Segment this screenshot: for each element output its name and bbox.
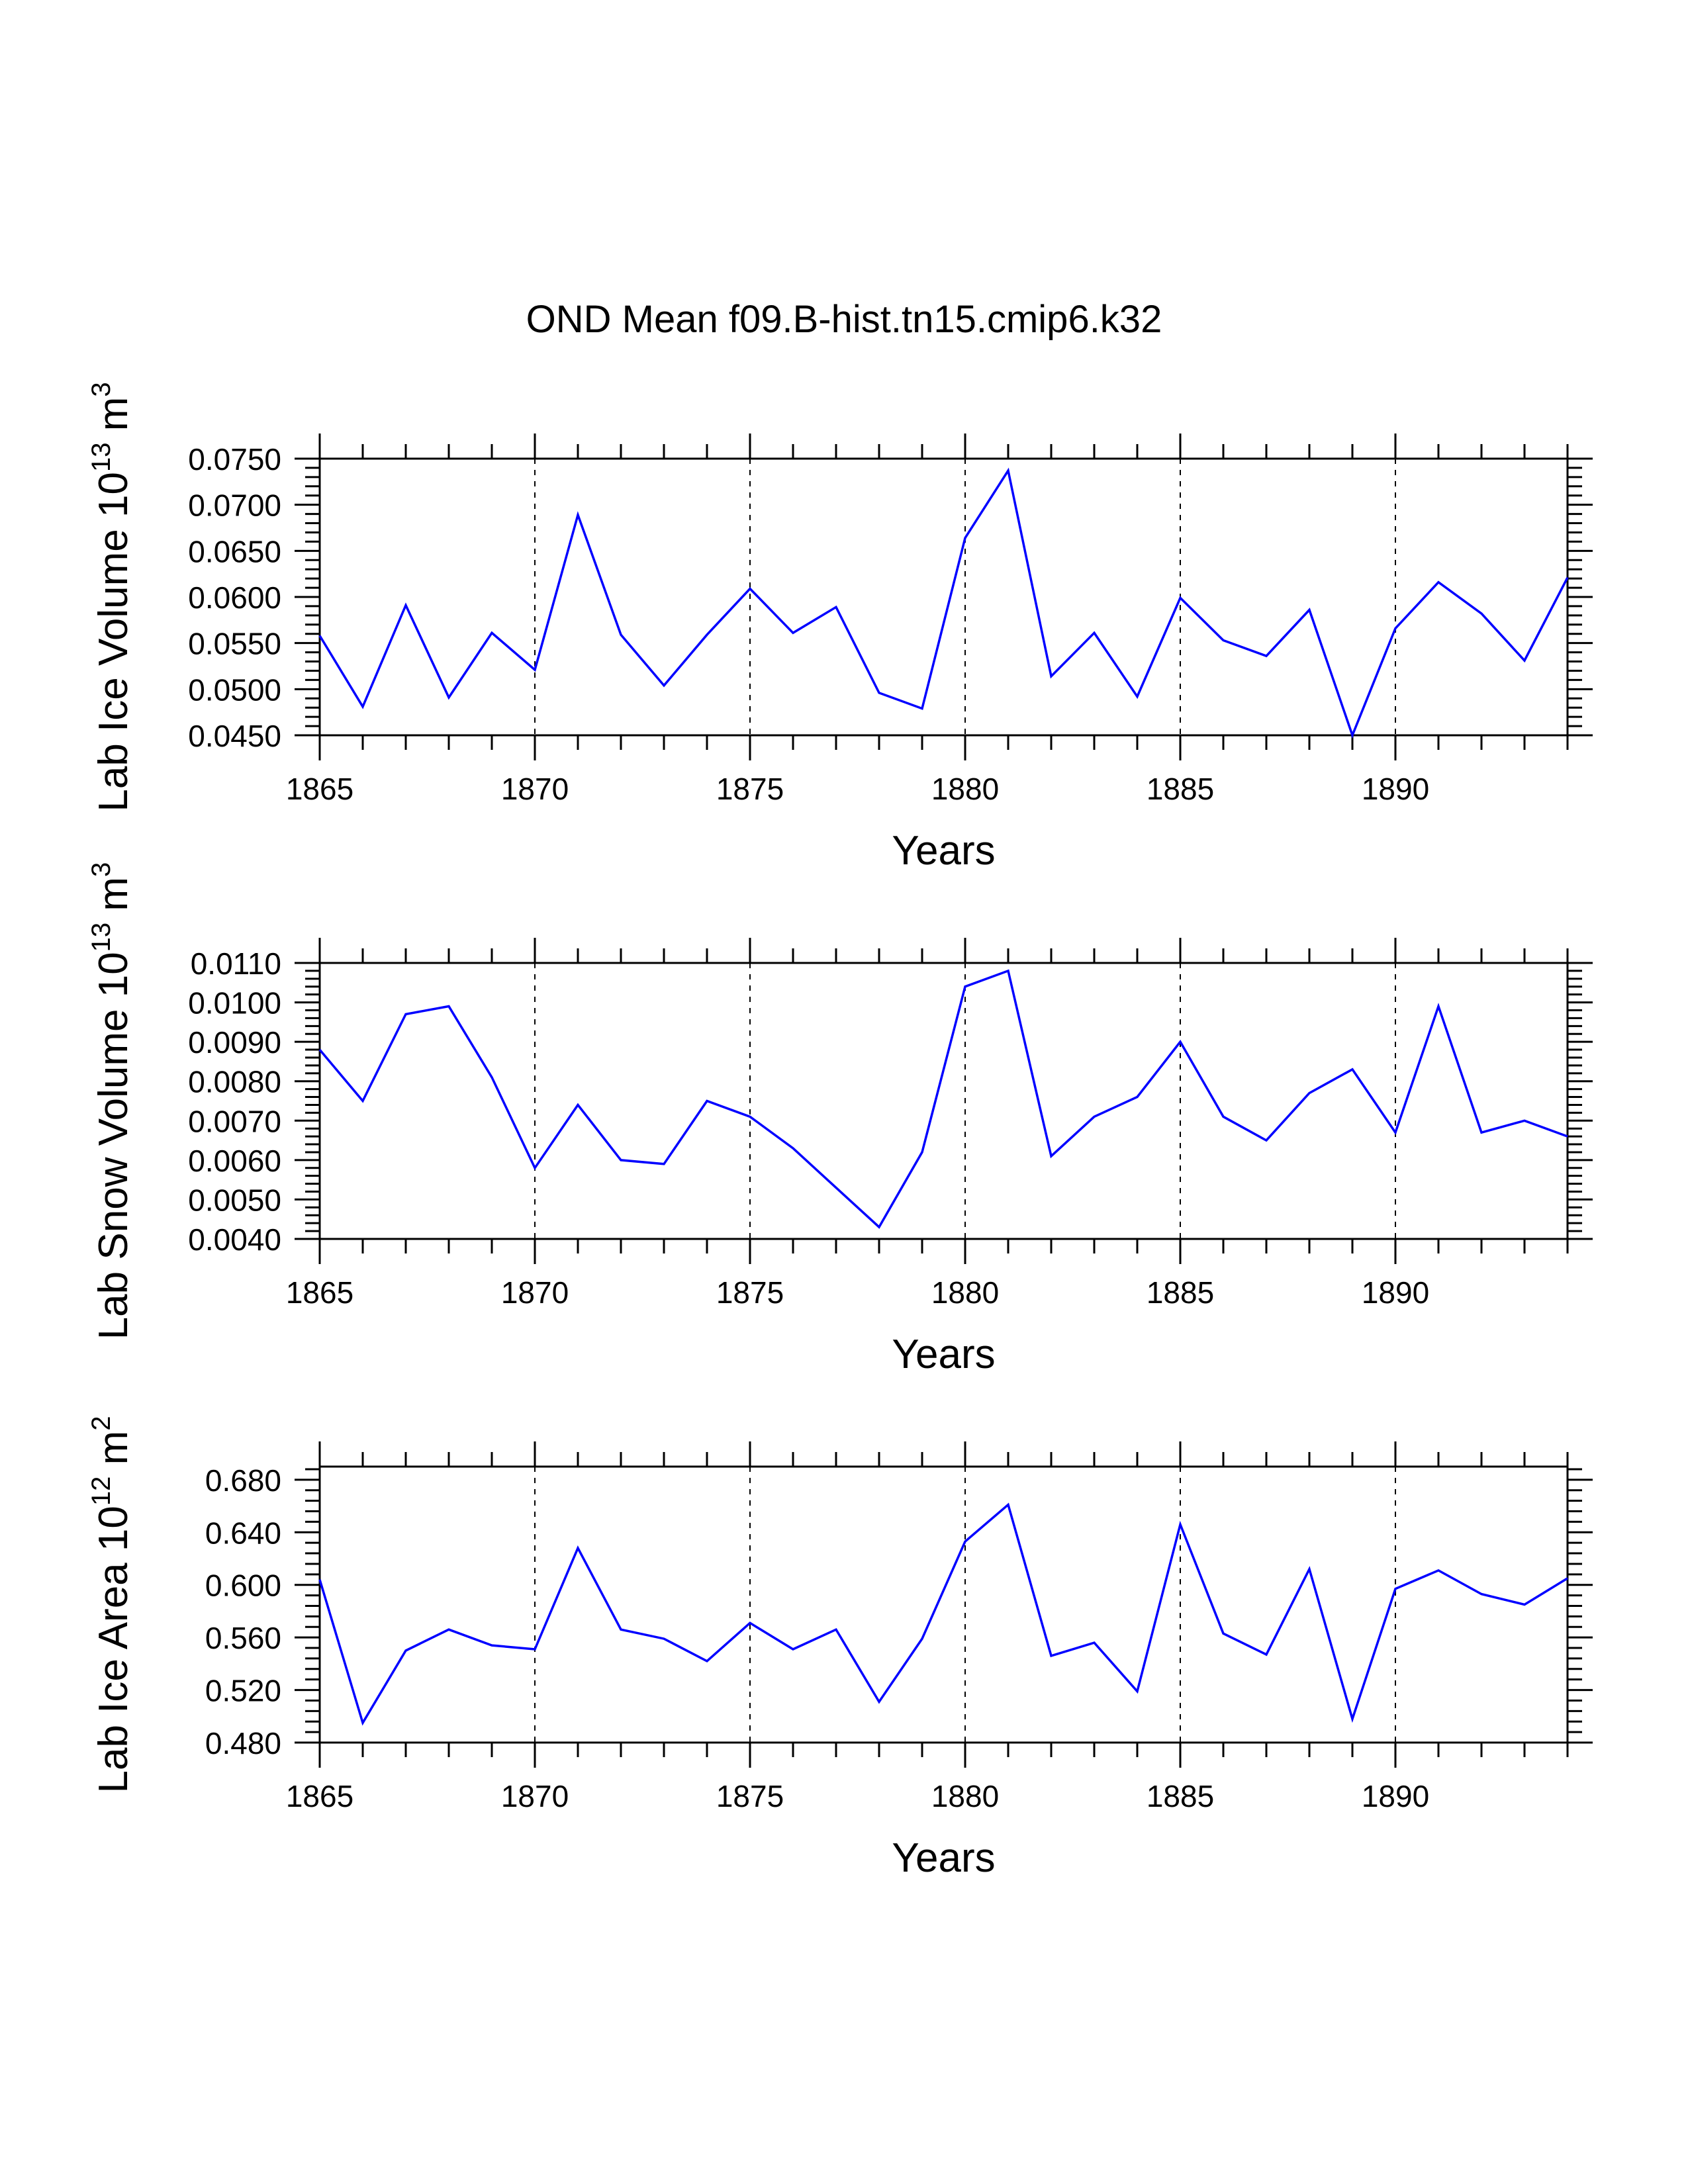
y-tick-label: 0.0750 bbox=[188, 442, 281, 477]
y-tick-label: 0.0650 bbox=[188, 534, 281, 569]
x-tick-label: 1890 bbox=[1362, 1275, 1429, 1310]
y-tick-label: 0.0100 bbox=[188, 986, 281, 1021]
x-tick-label: 1880 bbox=[931, 1275, 999, 1310]
y-tick-label: 0.600 bbox=[205, 1569, 281, 1603]
y-axis-label: Lab Ice Area 1012 m2 bbox=[87, 1416, 136, 1794]
y-axis-label-unit-exponent: 3 bbox=[87, 862, 116, 877]
y-tick-label: 0.0070 bbox=[188, 1104, 281, 1138]
y-tick-label: 0.0450 bbox=[188, 719, 281, 753]
y-tick-label: 0.0040 bbox=[188, 1222, 281, 1257]
x-tick-label: 1885 bbox=[1147, 1779, 1214, 1813]
x-axis-label: Years bbox=[892, 1332, 995, 1377]
y-axis-label-main: Lab Ice Area 10 bbox=[91, 1506, 136, 1793]
x-tick-label: 1870 bbox=[501, 772, 569, 806]
y-tick-label: 0.0550 bbox=[188, 627, 281, 661]
x-tick-label: 1865 bbox=[286, 1275, 353, 1310]
x-axis-label: Years bbox=[892, 828, 995, 874]
y-axis-label-exponent: 13 bbox=[87, 443, 116, 473]
series-line bbox=[318, 1502, 1568, 1726]
x-tick-label: 1875 bbox=[716, 1275, 784, 1310]
x-tick-label: 1865 bbox=[286, 772, 353, 806]
chart-panel-2: 0.0040 0.0050 0.0060 0.0070 0.0080 0.0090 0.01… bbox=[87, 862, 1593, 1377]
y-tick-label: 0.640 bbox=[205, 1516, 281, 1550]
y-tick-label: 0.0060 bbox=[188, 1144, 281, 1178]
x-tick-label: 1890 bbox=[1362, 1779, 1429, 1813]
y-tick-label: 0.0500 bbox=[188, 672, 281, 707]
y-axis-label-unit: m bbox=[91, 397, 136, 443]
y-tick-label: 0.560 bbox=[205, 1621, 281, 1655]
x-tick-label: 1875 bbox=[716, 1779, 784, 1813]
y-axis-label-main: Lab Ice Volume 10 bbox=[91, 472, 136, 812]
plot-frame bbox=[318, 457, 1569, 737]
y-tick-label: 0.0080 bbox=[188, 1065, 281, 1099]
y-axis-label-unit: m bbox=[91, 1431, 136, 1477]
chart-panel-3: 0.480 0.520 0.560 0.600 0.640 0.680 1865 1870 18… bbox=[87, 1416, 1593, 1881]
y-axis-label-main: Lab Snow Volume 10 bbox=[91, 952, 136, 1340]
y-axis-label-exponent: 13 bbox=[87, 923, 116, 952]
plot-frame bbox=[318, 962, 1569, 1240]
x-tick-label: 1865 bbox=[286, 1779, 353, 1813]
y-axis-label-exponent: 12 bbox=[87, 1477, 116, 1506]
y-axis-label: Lab Ice Volume 1013 m3 bbox=[87, 382, 136, 811]
series-line bbox=[318, 467, 1569, 739]
y-axis-label-unit-exponent: 2 bbox=[87, 1416, 116, 1431]
y-tick-label: 0.0050 bbox=[188, 1183, 281, 1217]
y-axis-label-unit-exponent: 3 bbox=[87, 382, 116, 396]
y-axis-label: Lab Snow Volume 1013 m3 bbox=[87, 862, 136, 1340]
x-tick-label: 1890 bbox=[1362, 772, 1429, 806]
chart-panel-1: 0.0450 0.0500 0.0550 0.0600 0.0650 0.0700 0.07… bbox=[87, 382, 1593, 874]
series-line bbox=[318, 969, 1568, 1229]
y-tick-label: 0.520 bbox=[205, 1674, 281, 1708]
x-tick-label: 1885 bbox=[1147, 772, 1214, 806]
y-tick-label: 0.0090 bbox=[188, 1025, 281, 1060]
y-tick-label: 0.0700 bbox=[188, 488, 281, 523]
x-tick-label: 1885 bbox=[1147, 1275, 1214, 1310]
y-axis-label-unit: m bbox=[91, 877, 136, 923]
x-tick-label: 1870 bbox=[501, 1779, 569, 1813]
x-tick-label: 1875 bbox=[716, 772, 784, 806]
y-tick-label: 0.0600 bbox=[188, 580, 281, 615]
y-tick-label: 0.480 bbox=[205, 1726, 281, 1760]
figure-title: OND Mean f09.B-hist.tn15.cmip6.k32 bbox=[526, 298, 1162, 341]
x-tick-label: 1870 bbox=[501, 1275, 569, 1310]
x-axis-label: Years bbox=[892, 1835, 995, 1881]
x-tick-label: 1880 bbox=[931, 772, 999, 806]
y-tick-label: 0.680 bbox=[205, 1463, 281, 1498]
plot-frame bbox=[318, 1465, 1569, 1744]
x-tick-label: 1880 bbox=[931, 1779, 999, 1813]
y-tick-label: 0.0110 bbox=[191, 946, 281, 981]
